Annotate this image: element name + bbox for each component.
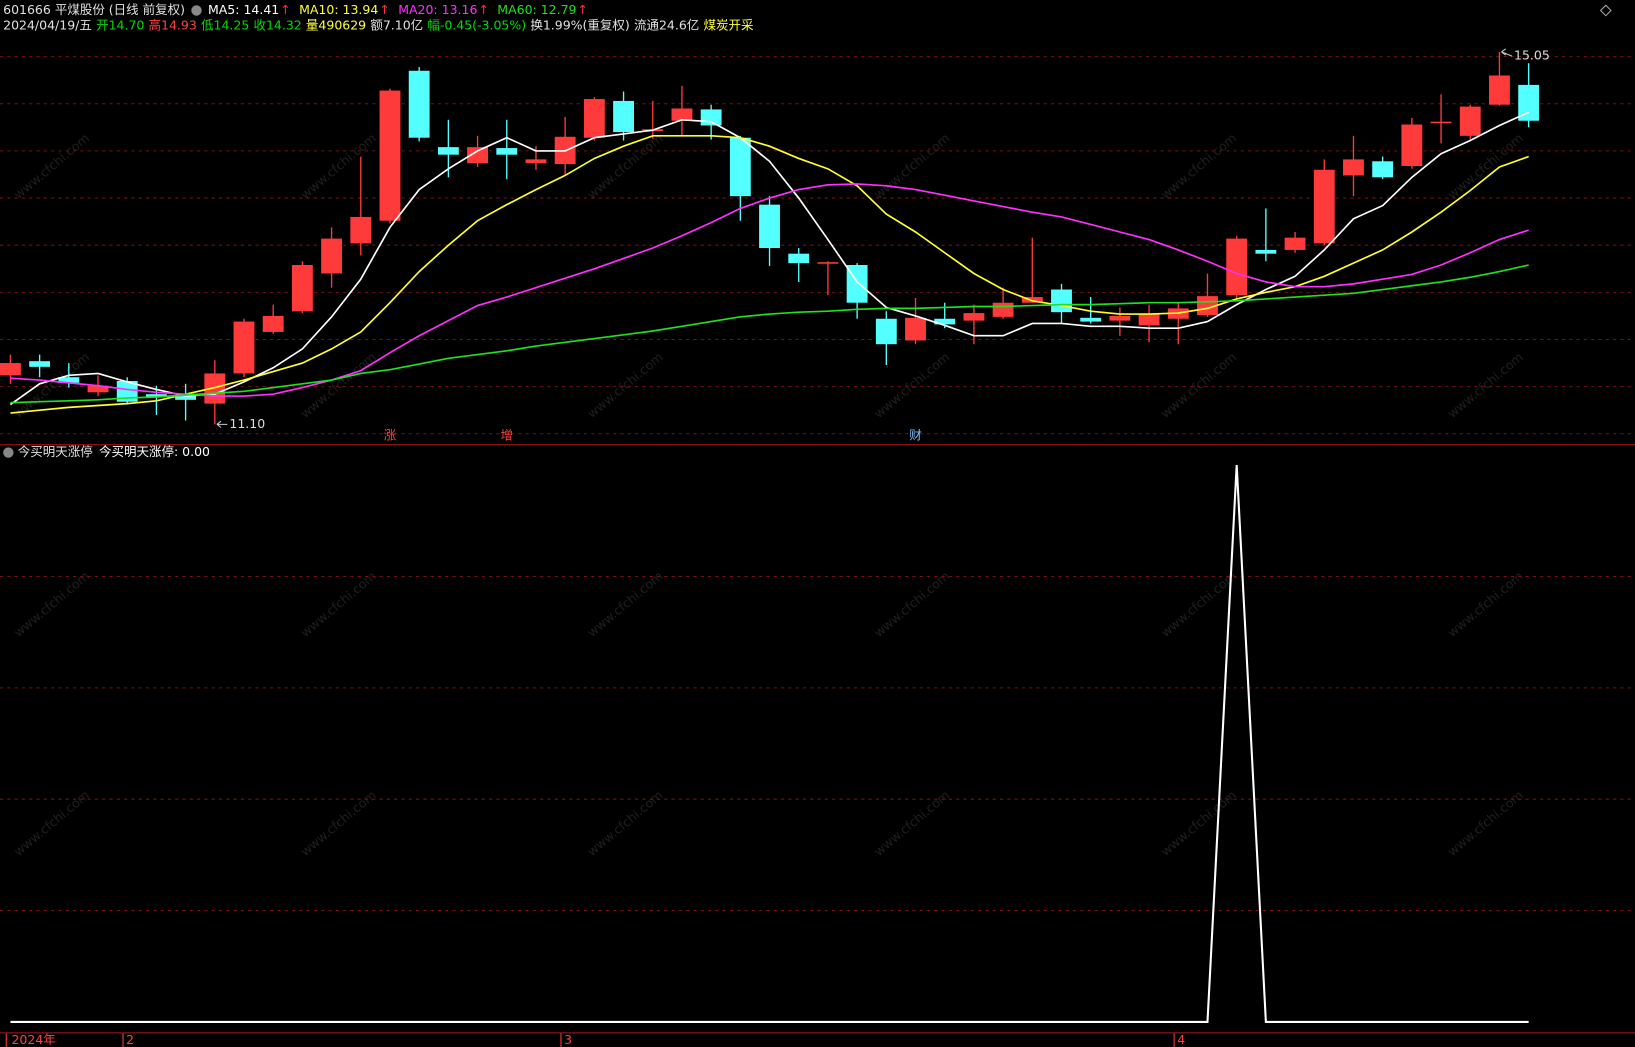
legend-entry: MA5: 14.41 [208, 2, 279, 17]
quote-item: 煤炭开采 [703, 18, 754, 33]
candle-body [817, 262, 839, 264]
candle-body [1372, 161, 1394, 178]
header: 601666 平煤股份 (日线 前复权) MA5: 14.41 ↑ MA10: 13.… [3, 2, 754, 459]
candle-body [700, 109, 722, 126]
symbol-title: 601666 平煤股份 (日线 前复权) [3, 2, 185, 17]
legend-arrow: ↑ [280, 2, 290, 17]
candle-body [0, 363, 21, 376]
candle-body [437, 147, 459, 155]
candle-body [291, 265, 313, 312]
annotation-arrow [1501, 48, 1513, 57]
indicator-legend: 今买明天涨停: 0.00 [99, 444, 210, 459]
candle-body [233, 321, 255, 374]
time-label: 4 [1177, 1032, 1185, 1047]
annotation-label: 11.10 [229, 416, 265, 431]
candle-body [29, 361, 51, 367]
quote-item: 换1.99%(重复权) [530, 18, 629, 33]
candle-body [613, 100, 634, 133]
candle-body [1051, 289, 1072, 313]
candle-body [350, 216, 372, 244]
candle-body [1138, 314, 1160, 326]
legend-arrow: ↑ [578, 2, 588, 17]
candle-body [759, 204, 780, 249]
time-label: 2024年 [11, 1032, 55, 1047]
time-label: 3 [564, 1032, 572, 1047]
candle-body [1284, 237, 1306, 250]
candle-body [145, 394, 167, 398]
annotation-arrow [216, 420, 228, 428]
candle-body [1080, 317, 1102, 322]
legend-arrow: ↑ [478, 2, 488, 17]
quote-item: 高14.93 [149, 18, 197, 33]
candle-body [583, 99, 605, 138]
ma-line [10, 264, 1529, 404]
legend-arrow: ↑ [379, 2, 389, 17]
candle-body [671, 108, 693, 121]
indicator-icon[interactable] [3, 447, 14, 458]
candle-body [992, 302, 1014, 317]
quote-item: 开14.70 [96, 18, 144, 33]
candle-body [1343, 159, 1364, 176]
candle-body [1518, 84, 1540, 121]
candle-body [1313, 169, 1335, 244]
legend-entry: MA10: 13.94 [299, 2, 378, 17]
candle-body [905, 317, 926, 341]
candle-body [379, 90, 401, 221]
quote-item: 收14.32 [253, 18, 301, 33]
grid [0, 56, 1635, 912]
candle-body [1489, 75, 1510, 105]
candle-body [1226, 238, 1248, 296]
candle-body [1021, 297, 1043, 303]
candle-body [321, 238, 343, 274]
candle-body [116, 380, 138, 402]
candle-body [788, 253, 810, 264]
legend-entry: MA20: 13.16 [398, 2, 477, 17]
time-label: 2 [126, 1032, 134, 1047]
settings-icon[interactable] [1599, 4, 1612, 17]
event-marker[interactable]: 财 [909, 427, 922, 442]
quote-item: 幅-0.45(-3.05%) [427, 18, 526, 33]
candle-body [875, 318, 897, 345]
quote-item: 额7.10亿 [370, 18, 423, 33]
candle-body [262, 315, 284, 332]
candle-body [175, 396, 197, 400]
ma-line [10, 183, 1529, 397]
candle-body [1401, 124, 1423, 166]
legend-entry: MA60: 12.79 [497, 2, 576, 17]
candle-body [1459, 106, 1481, 136]
ma-line [10, 134, 1529, 414]
quote-item: 2024/04/19/五 [3, 18, 92, 33]
candle-body [408, 70, 430, 138]
candle-body [525, 159, 547, 164]
indicator-title: 今买明天涨停 [18, 444, 93, 459]
event-marker[interactable]: 增 [501, 427, 514, 442]
candle-body [58, 377, 80, 383]
event-marker[interactable]: 涨 [384, 427, 397, 442]
ma-line [9, 111, 1529, 406]
candle-body [934, 318, 956, 325]
candle-body [729, 137, 751, 197]
quote-item: 量490629 [306, 18, 366, 33]
indicator-line [10, 465, 1529, 1023]
candle-body [496, 148, 518, 155]
quote-item: 流通24.6亿 [634, 18, 699, 33]
candle-body [1255, 249, 1277, 254]
candle-body [963, 313, 985, 321]
candle-body [1430, 121, 1452, 124]
candle-body [1109, 315, 1131, 321]
annotation-label: 15.05 [1514, 48, 1550, 63]
candle-body [87, 385, 109, 393]
plot: 15.05 11.10 涨 增 财 2024年 2 3 4 [0, 48, 1550, 1047]
quote-item: 低14.25 [201, 18, 249, 33]
dropdown-icon[interactable] [191, 5, 202, 16]
candle-body [467, 147, 488, 164]
